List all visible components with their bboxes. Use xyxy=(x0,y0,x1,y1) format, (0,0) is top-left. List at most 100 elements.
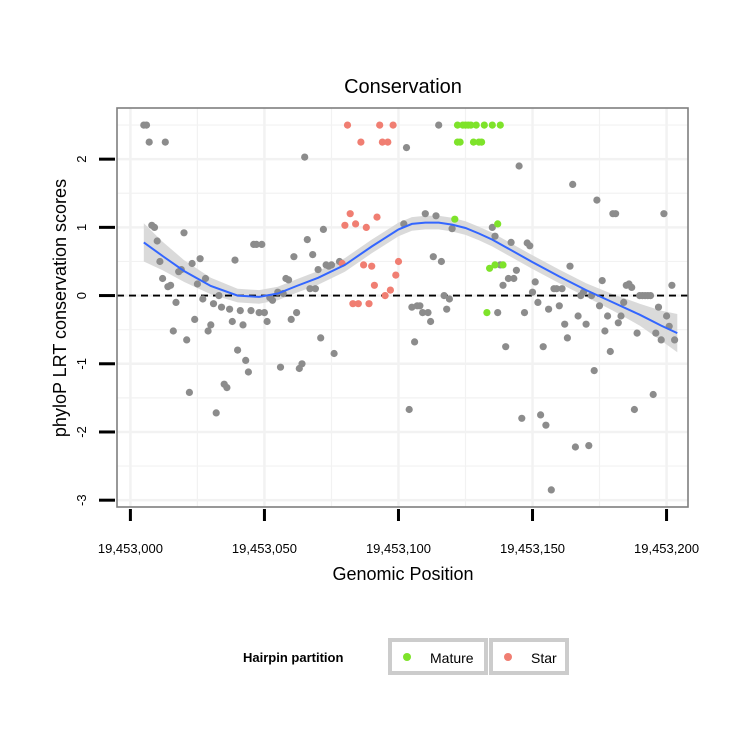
point-other xyxy=(169,327,177,335)
point-other xyxy=(628,283,636,291)
point-other xyxy=(183,336,191,344)
point-other xyxy=(309,251,317,259)
point-other xyxy=(537,411,545,419)
point-mature xyxy=(453,121,462,129)
confidence-band xyxy=(143,215,678,353)
point-other xyxy=(204,327,212,335)
point-mature xyxy=(478,138,486,146)
point-other xyxy=(276,363,285,371)
point-star xyxy=(389,121,397,129)
chart-title: Conservation xyxy=(344,76,462,98)
point-other xyxy=(630,405,639,414)
point-other xyxy=(571,443,580,451)
point-other xyxy=(512,266,521,274)
point-mature xyxy=(469,138,478,146)
point-other xyxy=(531,278,539,286)
point-other xyxy=(429,253,437,261)
point-other xyxy=(432,212,440,220)
point-other xyxy=(180,229,188,237)
y-tick-label: 1 xyxy=(74,224,89,231)
point-other xyxy=(217,303,226,311)
point-star xyxy=(346,210,354,218)
point-mature xyxy=(451,215,459,223)
y-tick-label: 0 xyxy=(74,292,89,299)
plot-background xyxy=(117,108,688,507)
point-star xyxy=(365,300,373,308)
point-mature xyxy=(496,121,504,129)
point-other xyxy=(196,255,204,263)
point-other xyxy=(150,223,159,231)
y-tick-label: -1 xyxy=(74,358,89,370)
point-mature xyxy=(472,121,480,129)
point-other xyxy=(161,138,169,146)
point-other xyxy=(558,285,566,293)
point-star xyxy=(360,261,368,269)
point-other xyxy=(301,153,309,161)
point-other xyxy=(633,329,641,337)
point-other xyxy=(191,315,199,323)
point-other xyxy=(298,360,306,368)
point-other xyxy=(306,285,314,293)
point-star xyxy=(378,138,386,146)
point-other xyxy=(303,236,311,244)
point-other xyxy=(646,292,655,300)
point-other xyxy=(159,274,167,283)
point-star xyxy=(341,221,349,229)
point-other xyxy=(228,317,236,326)
point-other xyxy=(188,259,196,268)
point-other xyxy=(287,315,295,323)
point-other xyxy=(660,210,668,218)
point-other xyxy=(268,296,277,304)
point-other xyxy=(311,285,319,293)
point-star xyxy=(373,213,381,221)
point-other xyxy=(314,266,322,274)
point-other xyxy=(507,238,515,246)
y-tick-label: -3 xyxy=(74,494,89,506)
point-other xyxy=(201,274,210,283)
point-star xyxy=(370,281,378,289)
point-other xyxy=(263,317,271,326)
y-axis: -3 -2 -1 0 1 2 xyxy=(74,156,115,506)
point-other xyxy=(590,367,598,375)
legend-label-mature: Mature xyxy=(430,650,474,666)
point-other xyxy=(620,298,628,306)
point-star xyxy=(376,121,384,129)
point-other xyxy=(445,295,453,303)
point-other xyxy=(563,334,572,342)
point-other xyxy=(582,320,590,328)
plot-area xyxy=(117,108,688,507)
point-mature xyxy=(456,138,464,146)
point-star xyxy=(362,223,370,231)
point-other xyxy=(207,321,215,329)
point-other xyxy=(290,253,298,261)
point-other xyxy=(569,180,577,188)
point-other xyxy=(545,305,553,313)
point-other xyxy=(614,319,622,327)
x-tick-label: 19,453,100 xyxy=(366,541,431,556)
point-other xyxy=(604,312,612,320)
point-other xyxy=(209,300,218,308)
point-other xyxy=(416,302,424,310)
x-tick-label: 19,453,200 xyxy=(634,541,699,556)
point-other xyxy=(239,321,247,329)
x-tick-label: 19,453,050 xyxy=(232,541,297,556)
point-other xyxy=(330,349,338,358)
point-other xyxy=(542,421,550,429)
point-star xyxy=(357,138,365,146)
point-other xyxy=(671,336,679,344)
point-other xyxy=(421,210,429,218)
smooth-confidence-band xyxy=(143,215,678,353)
legend: Hairpin partition Mature Star xyxy=(243,638,569,675)
legend-title: Hairpin partition xyxy=(243,650,343,665)
point-other xyxy=(528,288,537,296)
point-other xyxy=(553,285,561,293)
point-mature xyxy=(491,261,499,269)
x-axis: 19,453,000 19,453,050 19,453,100 19,453,150… xyxy=(98,509,699,556)
point-other xyxy=(593,196,601,204)
point-other xyxy=(515,162,523,170)
point-star xyxy=(343,121,352,129)
point-other xyxy=(293,309,301,317)
point-other xyxy=(258,240,266,248)
legend-box-mature xyxy=(388,638,488,675)
point-other xyxy=(502,343,510,351)
